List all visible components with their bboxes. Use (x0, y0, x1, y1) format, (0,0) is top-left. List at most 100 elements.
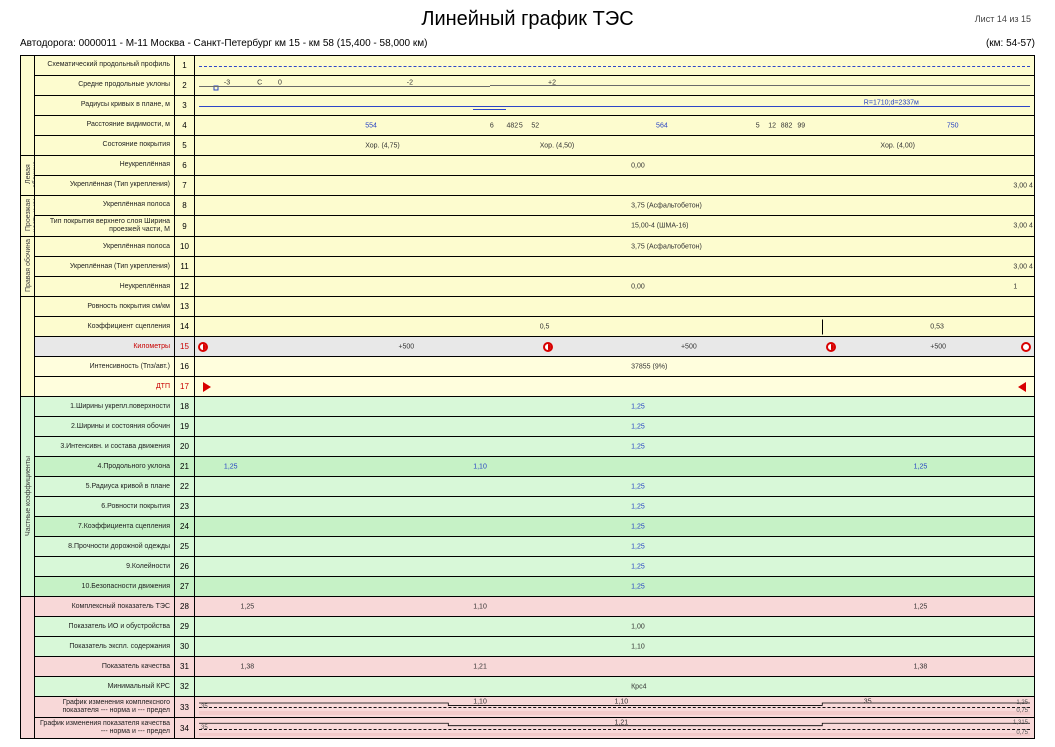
data-r29: 1,00 (195, 617, 1035, 637)
row-label: Комплексный показатель ТЭС (35, 597, 175, 617)
side-blank-bottom (21, 597, 35, 739)
side-blank-mid (21, 297, 35, 397)
value-text: 1,25 (631, 503, 645, 510)
value-text: 750 (947, 122, 959, 129)
row-num: 15 (175, 337, 195, 357)
row-num: 30 (175, 637, 195, 657)
km-range: (км: 54-57) (986, 38, 1035, 49)
page-root: Линейный график ТЭС Лист 14 из 15 Автодо… (10, 0, 1045, 747)
value-text: 1,25 (631, 483, 645, 490)
data-r30: 1,10 (195, 637, 1035, 657)
row-label: Коэффициент сцепления (35, 317, 175, 337)
value-text: Крс4 (631, 683, 646, 690)
row-label: Укреплённая полоса (35, 237, 175, 257)
data-r14: 0,50,53 (195, 317, 1035, 337)
value-text: 1,25 (224, 463, 238, 470)
side-right-shoulder: Правая обочина (21, 237, 35, 297)
profile-dashline (199, 66, 1030, 67)
row-label: Укреплённая (Тип укрепления) (35, 176, 175, 196)
row-num: 22 (175, 477, 195, 497)
row-label: Неукреплённая (35, 156, 175, 176)
km-marker-icon (826, 342, 836, 352)
data-r17 (195, 377, 1035, 397)
row-num: 28 (175, 597, 195, 617)
row-num: 34 (175, 718, 195, 739)
row-label: 7.Коэффициента сцепления (35, 517, 175, 537)
value-text: 1,38 (914, 663, 928, 670)
value-text: 554 (365, 122, 377, 129)
row-label: Показатель качества (35, 657, 175, 677)
data-r3: R=1710;d=2337м (195, 96, 1035, 116)
value-text: 1,38 (241, 663, 255, 670)
row-num: 19 (175, 417, 195, 437)
data-r5: Хор. (4,75) Хор. (4,50) Хор. (4,00) (195, 136, 1035, 156)
row-label: Укреплённая полоса (35, 196, 175, 216)
row-label: Схематический продольный профиль (35, 56, 175, 76)
data-r1 (195, 56, 1035, 76)
value-text: Хор. (4,00) (880, 142, 915, 149)
value-text: 1 (1013, 283, 1017, 290)
value-text: 482 (506, 122, 518, 129)
row-num: 4 (175, 116, 195, 136)
row-label: 10.Безопасности движения (35, 577, 175, 597)
row-label: 5.Радиуса кривой в плане (35, 477, 175, 497)
row-label: Показатель ИО и обустройства (35, 617, 175, 637)
value-text: Хор. (4,50) (540, 142, 575, 149)
row-label: 1.Ширины укрепл.поверхности (35, 397, 175, 417)
row-num: 24 (175, 517, 195, 537)
row-label: Состояние покрытия (35, 136, 175, 156)
value-text: Хор. (4,75) (365, 142, 400, 149)
value-text: 37855 (9%) (631, 363, 667, 370)
row-num: 27 (175, 577, 195, 597)
dtp-triangle-icon (1018, 382, 1026, 392)
value-text: 3,00 4 (1013, 223, 1032, 230)
page-title: Линейный график ТЭС (20, 8, 1035, 31)
row-num: 2 (175, 76, 195, 96)
row-label: Ровность покрытия см/км (35, 297, 175, 317)
value-text: 15,00-4 (ШМА-16) (631, 223, 688, 230)
row-num: 13 (175, 297, 195, 317)
row-label: Неукреплённая (35, 277, 175, 297)
value-text: 882 (781, 122, 793, 129)
row-label: 6.Ровности покрытия (35, 497, 175, 517)
value-text: 564 (656, 122, 668, 129)
km-marker-icon (1021, 342, 1031, 352)
value-text: 0,5 (540, 323, 550, 330)
row-label: Минимальный КРС (35, 677, 175, 697)
value-text: 5 (756, 122, 760, 129)
row-label: Расстояние видимости, м (35, 116, 175, 136)
row-num: 32 (175, 677, 195, 697)
row-num: 9 (175, 216, 195, 237)
value-text: 99 (797, 122, 805, 129)
row-label: Показатель экспл. содержания (35, 637, 175, 657)
data-r28: 1,251,101,25 (195, 597, 1035, 617)
data-r23: 1,25 (195, 497, 1035, 517)
row-label: 9.Колейности (35, 557, 175, 577)
data-r19: 1,25 (195, 417, 1035, 437)
row-num: 16 (175, 357, 195, 377)
value-text: R=1710;d=2337м (864, 99, 919, 106)
row-num: 5 (175, 136, 195, 156)
row-label: 2.Ширины и состояния обочин (35, 417, 175, 437)
row-num: 17 (175, 377, 195, 397)
value-text: 3,75 (Асфальтобетон) (631, 202, 702, 209)
row-label-dtp: ДТП (35, 377, 175, 397)
data-r24: 1,25 (195, 517, 1035, 537)
row-num: 31 (175, 657, 195, 677)
value-text: 0,00 (631, 162, 645, 169)
data-r34: 1,21351,3150,75 (195, 718, 1035, 739)
row-num: 21 (175, 457, 195, 477)
data-r21: 1,251,101,25 (195, 457, 1035, 477)
row-num: 3 (175, 96, 195, 116)
side-blank-top (21, 56, 35, 156)
row-num: 23 (175, 497, 195, 517)
row-num: 6 (175, 156, 195, 176)
row-label: 3.Интенсивн. и состава движения (35, 437, 175, 457)
row-num: 29 (175, 617, 195, 637)
km-marker-icon (543, 342, 553, 352)
value-text: 35 (864, 699, 872, 706)
value-text: +500 (398, 343, 414, 350)
road-text: Автодорога: 0000011 - М-11 Москва - Санк… (20, 38, 427, 49)
row-label: Тип покрытия верхнего слоя Ширина проезж… (35, 216, 175, 237)
row-label: 4.Продольного уклона (35, 457, 175, 477)
